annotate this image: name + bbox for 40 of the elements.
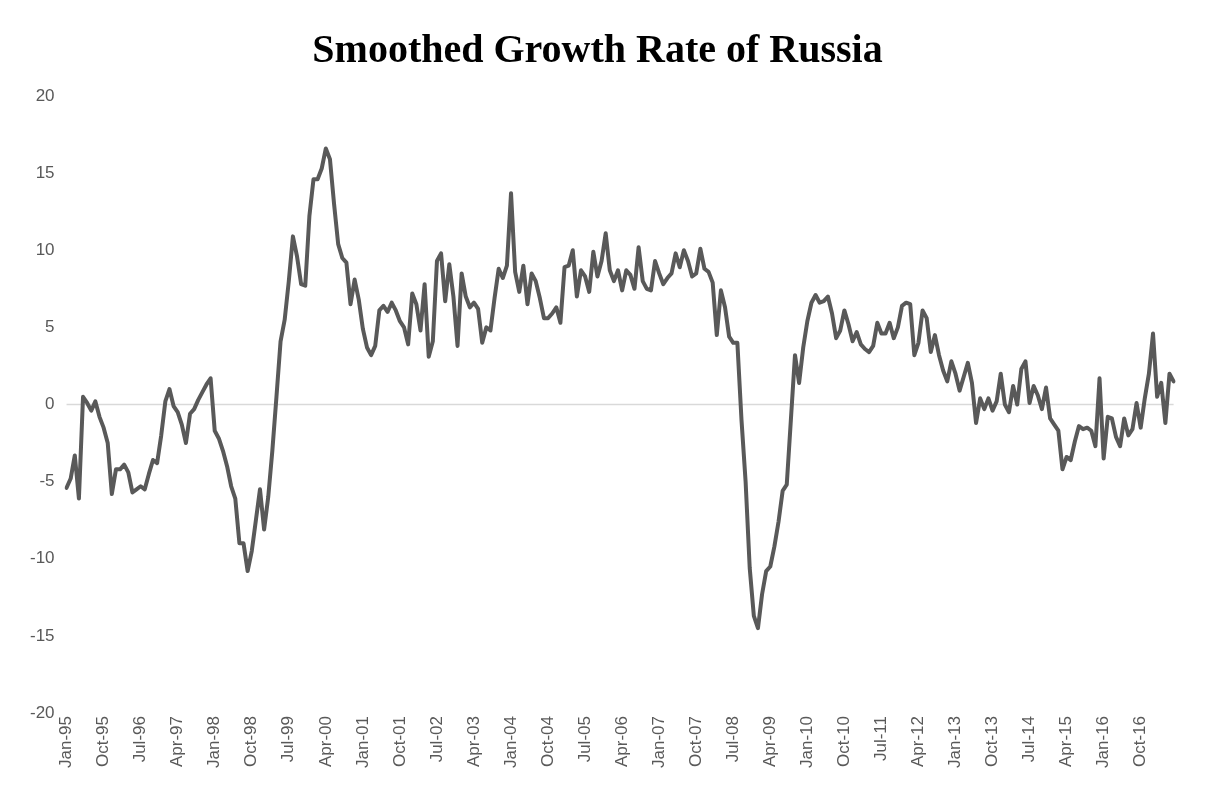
y-tick-label: 10 [35,239,55,259]
x-tick-label: Jul-96 [130,716,150,763]
x-tick-label: Apr-06 [611,716,631,768]
y-tick-label: 5 [45,317,55,337]
y-tick-label: 15 [35,162,55,182]
x-tick-label: Jan-98 [204,716,224,768]
x-tick-label: Jul-11 [871,716,891,762]
y-tick-label: 0 [45,394,55,414]
x-tick-label: Jan-95 [56,716,76,768]
x-tick-label: Oct-16 [1130,716,1150,768]
x-tick-label: Jan-13 [945,716,965,768]
x-tick-label: Apr-12 [908,716,928,768]
x-tick-label: Oct-95 [93,716,113,768]
y-tick-label: -20 [29,702,55,722]
x-tick-label: Jan-10 [797,716,817,768]
y-tick-label: -5 [39,471,55,491]
x-tick-label: Oct-01 [389,716,409,768]
x-tick-label: Jan-04 [500,716,520,768]
x-tick-label: Jan-16 [1093,716,1113,768]
y-tick-label: 20 [35,85,55,105]
x-tick-label: Jul-05 [574,716,594,763]
x-tick-label: Oct-04 [537,716,557,768]
x-tick-label: Apr-09 [759,716,779,768]
x-tick-label: Apr-97 [167,716,187,768]
x-tick-label: Jul-08 [722,716,742,763]
y-tick-label: -10 [29,548,55,568]
x-tick-label: Jul-99 [278,716,298,763]
x-tick-label: Apr-03 [463,716,483,768]
x-tick-label: Jul-14 [1019,716,1039,763]
x-tick-label: Jul-02 [426,716,446,763]
x-tick-label: Oct-10 [834,716,854,768]
y-tick-label: -15 [29,625,55,645]
x-tick-label: Jan-07 [648,716,668,768]
x-tick-label: Oct-13 [982,716,1002,768]
x-tick-label: Jan-01 [352,716,372,768]
chart-title: Smoothed Growth Rate of Russia [312,26,883,72]
x-tick-label: Apr-15 [1056,716,1076,768]
x-tick-label: Oct-07 [685,716,705,768]
x-tick-label: Apr-00 [315,716,335,768]
x-tick-label: Oct-98 [241,716,261,768]
